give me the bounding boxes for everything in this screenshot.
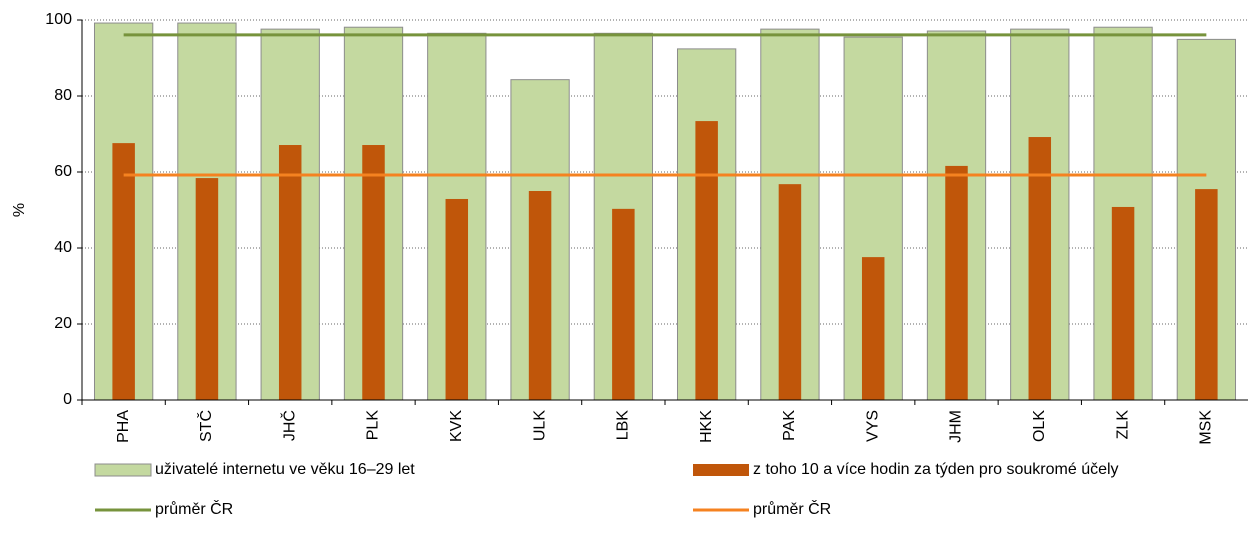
bar [445,198,469,400]
y-axis-label: % [11,203,28,217]
bar [1111,206,1135,400]
x-tick-label: VYS [864,410,881,442]
bar [195,178,219,400]
bar [362,145,385,400]
bar [112,143,135,400]
bar [861,257,885,400]
x-tick-label: PLK [365,410,382,441]
bar [528,191,552,400]
x-tick-label: PAK [781,410,798,441]
y-tick-label: 40 [54,239,72,256]
x-tick-label: JHČ [279,410,298,441]
y-tick-label: 0 [63,391,72,408]
bar [278,145,302,400]
legend-label: průměr ČR [155,499,233,518]
x-tick-label: KVK [448,410,465,442]
y-tick-label: 80 [54,87,72,104]
y-tick-label: 100 [45,11,72,28]
x-tick-label: OLK [1031,410,1048,442]
bar [612,208,635,400]
legend-swatch [94,463,152,477]
bar [945,165,968,400]
y-tick-label: 20 [54,315,72,332]
x-tick-label: LBK [615,410,632,441]
legend-label: z toho 10 a více hodin za týden pro souk… [753,461,1119,478]
x-tick-label: STČ [196,410,215,442]
bar [1195,189,1218,400]
legend-swatch [693,464,749,476]
x-tick-label: HKK [698,410,715,443]
x-tick-label: JHM [948,410,965,443]
x-tick-label: ZLK [1114,410,1131,440]
x-tick-label: MSK [1198,410,1215,445]
legend-label: průměr ČR [753,499,831,518]
bar [695,121,718,400]
x-tick-label: ULK [531,410,548,441]
legend-label: uživatelé internetu ve věku 16–29 let [155,461,415,478]
bar [778,184,802,400]
x-tick-label: PHA [115,410,132,443]
bar [1028,137,1052,401]
y-tick-label: 60 [54,163,72,180]
